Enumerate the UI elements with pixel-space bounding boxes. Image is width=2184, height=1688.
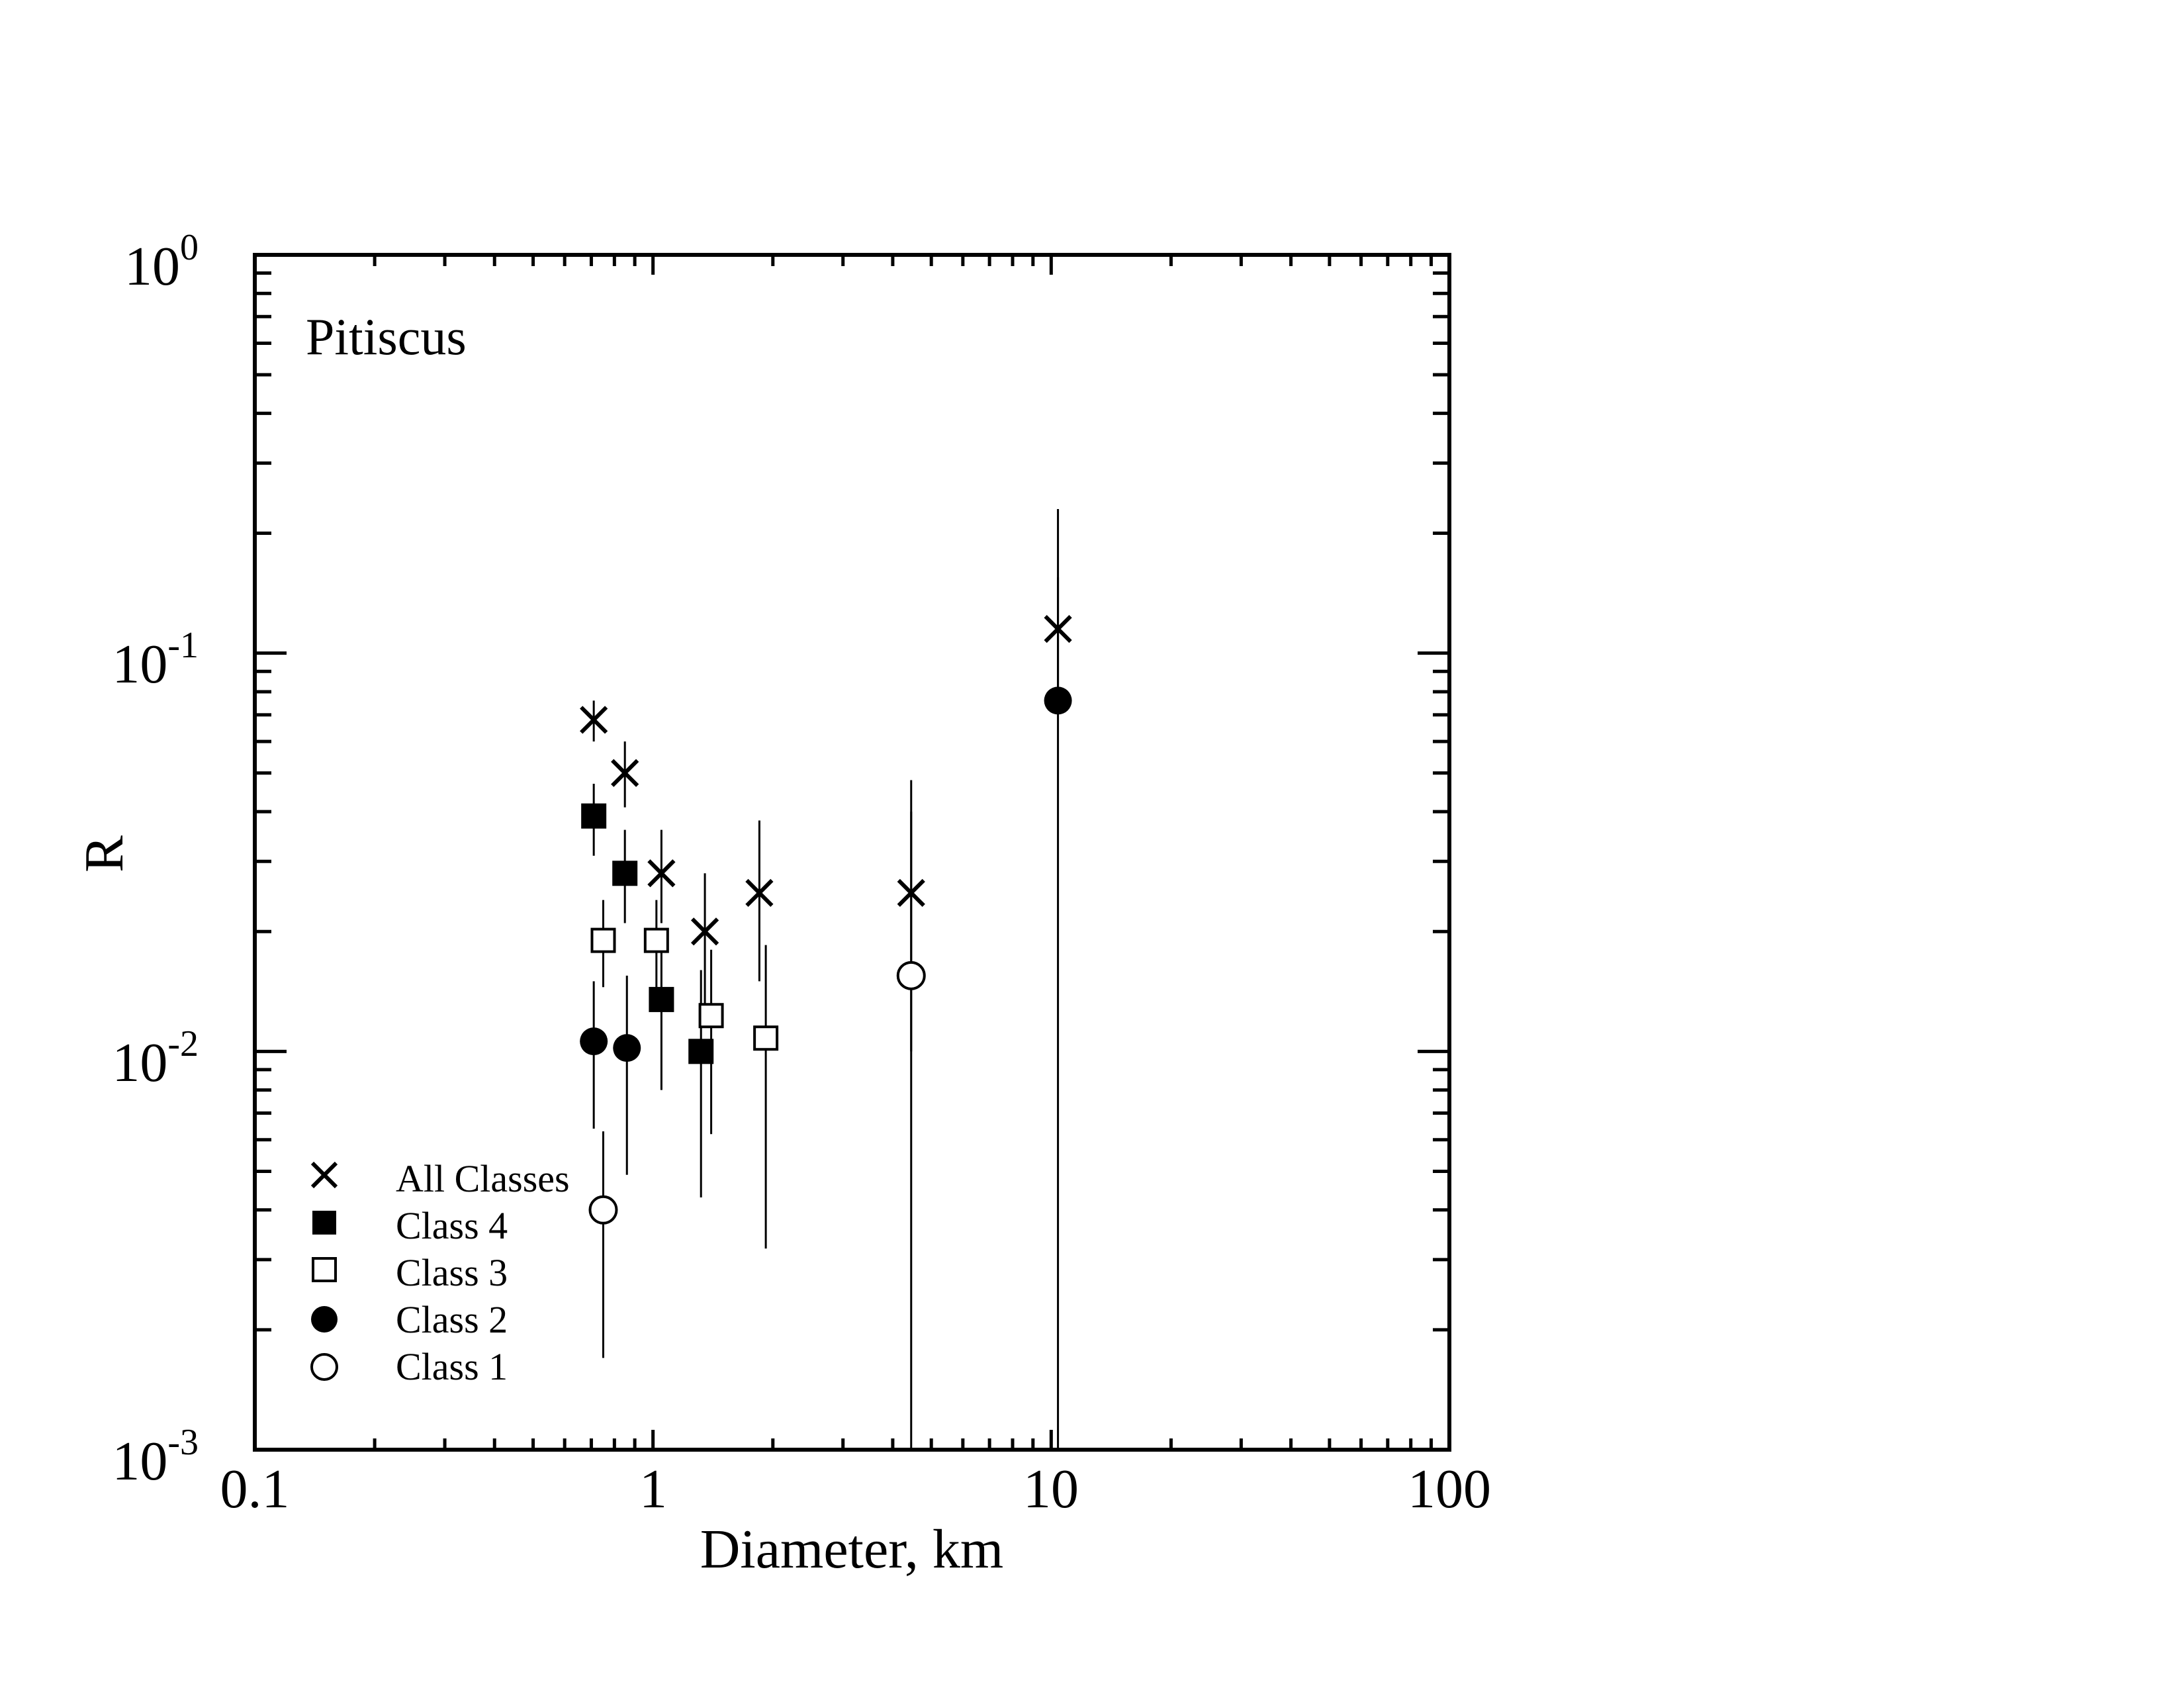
legend-item-class-4: Class 4: [312, 1204, 508, 1247]
x-tick-label: 10: [1023, 1458, 1079, 1520]
legend-filled-square-marker: [312, 1211, 336, 1235]
x-tick-labels: 0.1 1 10 100: [220, 1458, 1492, 1520]
filled-square-marker: [688, 1039, 714, 1064]
data-markers: [580, 615, 1072, 1225]
axis-ticks: [253, 255, 1449, 1452]
filled-square-marker: [612, 861, 638, 886]
cross-marker: [580, 706, 608, 734]
legend-filled-circle-marker: [311, 1306, 338, 1333]
legend-open-circle-marker: [310, 1353, 338, 1381]
cross-marker: [897, 878, 925, 908]
legend-cross-marker: [310, 1161, 338, 1189]
y-axis-label: R: [73, 835, 135, 872]
filled-circle-marker: [613, 1034, 641, 1062]
y-tick-label: 10-3: [112, 1422, 199, 1492]
cross-marker: [647, 859, 676, 888]
filled-circle-marker: [1044, 686, 1072, 715]
legend: All Classes Class 4 Class 3 Class 2 Clas…: [310, 1157, 570, 1388]
y-tick-labels: 100 10-1 10-2 10-3: [112, 227, 199, 1492]
legend-label: All Classes: [396, 1157, 570, 1200]
legend-item-all-classes: All Classes: [310, 1157, 570, 1200]
cross-marker: [690, 917, 719, 946]
y-tick-label: 10-1: [112, 625, 199, 695]
legend-label: Class 4: [396, 1204, 508, 1247]
y-tick-label: 10-2: [112, 1023, 199, 1094]
open-square-marker: [698, 1003, 724, 1029]
legend-item-class-1: Class 1: [310, 1345, 508, 1388]
open-square-marker: [590, 927, 616, 953]
legend-open-square-marker: [312, 1257, 337, 1282]
legend-label: Class 2: [396, 1298, 508, 1341]
error-bars: [592, 509, 1060, 1450]
y-tick-label: 100: [124, 227, 199, 297]
filled-square-marker: [649, 986, 674, 1012]
legend-item-class-3: Class 3: [312, 1251, 508, 1294]
open-circle-marker: [896, 961, 926, 990]
open-circle-marker: [588, 1195, 618, 1225]
filled-circle-marker: [580, 1027, 608, 1056]
x-tick-label: 100: [1408, 1458, 1491, 1520]
filled-square-marker: [581, 803, 607, 829]
open-square-marker: [643, 927, 669, 953]
cross-marker: [745, 878, 774, 908]
legend-label: Class 3: [396, 1251, 508, 1294]
legend-label: Class 1: [396, 1345, 508, 1388]
x-tick-label: 1: [639, 1458, 667, 1520]
x-axis-label: Diameter, km: [700, 1519, 1003, 1580]
open-square-marker: [753, 1025, 779, 1051]
cross-marker: [611, 759, 639, 787]
legend-item-class-2: Class 2: [311, 1298, 508, 1341]
x-tick-label: 0.1: [220, 1458, 290, 1520]
plot-frame: [253, 253, 1451, 1452]
cross-marker: [1044, 615, 1072, 643]
chart-title: Pitiscus: [306, 308, 467, 365]
